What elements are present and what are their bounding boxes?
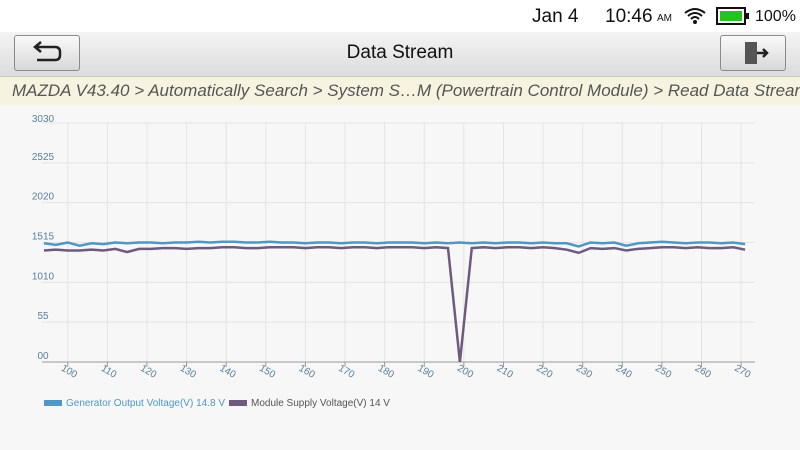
legend-label: Generator Output Voltage(V) 14.8 V <box>66 398 225 409</box>
exit-button[interactable] <box>720 35 786 71</box>
back-button[interactable] <box>14 35 80 71</box>
breadcrumb: MAZDA V43.40 > Automatically Search > Sy… <box>0 77 800 105</box>
back-icon <box>33 41 62 62</box>
y2-tick-label: 5 <box>43 311 49 322</box>
wifi-icon <box>684 8 706 24</box>
y-tick-label: 20 <box>32 192 44 203</box>
y-tick-label: 25 <box>32 152 44 163</box>
y2-tick-label: 30 <box>43 114 55 125</box>
page-title: Data Stream <box>346 42 454 63</box>
y2-tick-label: 20 <box>43 192 55 203</box>
y-tick-label: 15 <box>32 232 44 243</box>
status-bar: Jan 4 10:46 AM 100% <box>0 0 800 32</box>
data-line <box>43 240 746 248</box>
y2-tick-label: 0 <box>43 351 49 362</box>
y2-tick-label: 15 <box>43 232 55 243</box>
legend-swatch <box>228 400 247 406</box>
legend-label: Module Supply Voltage(V) 14 V <box>251 398 390 409</box>
y-tick-label: 0 <box>37 351 43 362</box>
ampm: AM <box>657 13 672 24</box>
y2-tick-label: 10 <box>43 271 55 282</box>
time: 10:46 <box>605 6 653 27</box>
data-line <box>43 246 746 363</box>
battery-level: 100% <box>755 8 796 25</box>
exit-icon <box>745 42 769 64</box>
legend-swatch <box>44 400 62 406</box>
y-tick-label: 30 <box>32 114 44 125</box>
battery-icon <box>716 7 749 25</box>
y-tick-label: 10 <box>32 271 44 282</box>
title-bar: Data Stream <box>0 32 800 77</box>
date: Jan 4 <box>532 6 579 27</box>
y-tick-label: 5 <box>37 311 43 322</box>
y2-tick-label: 25 <box>43 152 55 163</box>
